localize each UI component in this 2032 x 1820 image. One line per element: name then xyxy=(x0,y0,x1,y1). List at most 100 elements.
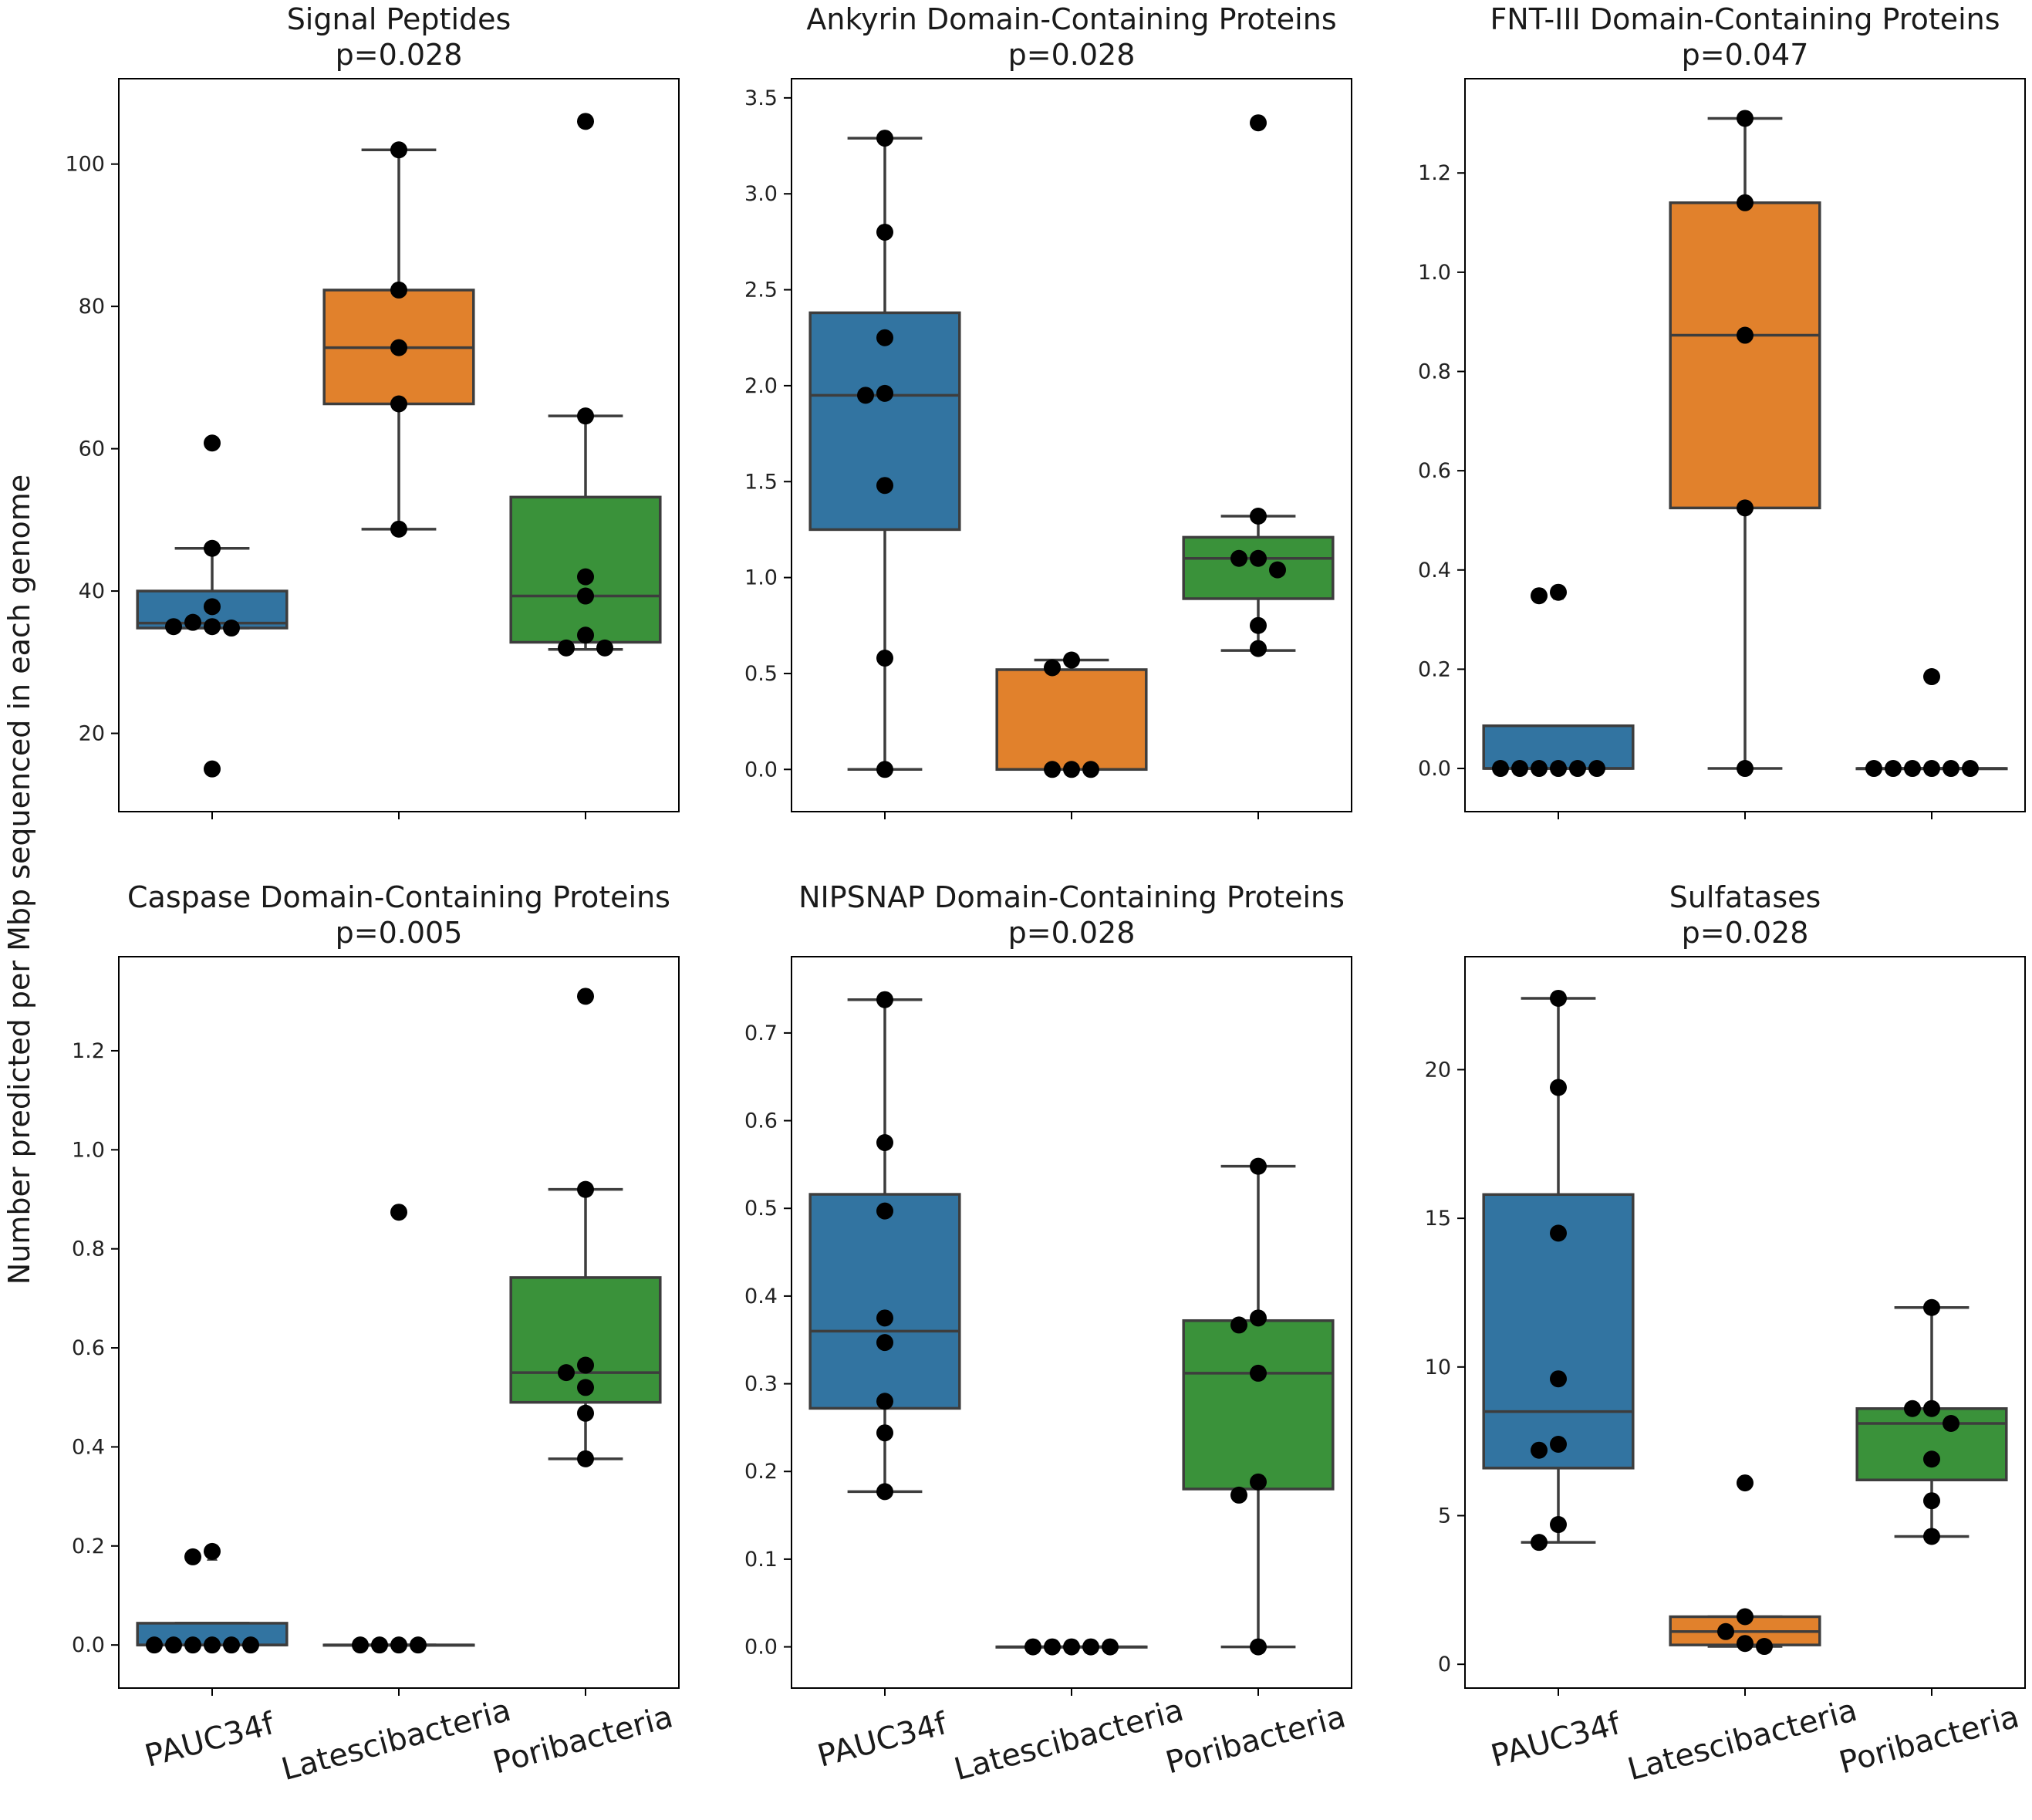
data-point xyxy=(558,1364,575,1382)
chart-title: Caspase Domain-Containing Proteins xyxy=(127,880,670,914)
data-point xyxy=(876,1309,893,1327)
data-point xyxy=(1943,1415,1959,1433)
y-tick-label: 0.3 xyxy=(744,1373,778,1396)
data-point xyxy=(876,1334,893,1352)
chart-caspase: Caspase Domain-Containing Proteinsp=0.00… xyxy=(72,880,680,1788)
box-latescibacteria xyxy=(1669,201,1821,510)
data-point xyxy=(1756,1638,1773,1656)
y-tick-label: 0.1 xyxy=(744,1548,778,1572)
data-point xyxy=(1531,1534,1548,1552)
data-point xyxy=(876,477,893,495)
data-point xyxy=(1250,114,1267,132)
data-point xyxy=(876,761,893,778)
data-point xyxy=(1550,760,1567,778)
chart-pvalue: p=0.028 xyxy=(336,38,463,72)
data-point xyxy=(390,281,407,299)
y-tick-label: 0.0 xyxy=(744,758,778,782)
data-point xyxy=(1588,760,1605,778)
data-point xyxy=(558,639,575,657)
data-point xyxy=(876,1202,893,1220)
x-tick-label-poribacteria: Poribacteria xyxy=(1835,1699,2023,1781)
data-point xyxy=(577,626,594,644)
data-point xyxy=(1550,1370,1567,1388)
x-tick-label-pauc34f: PAUC34f xyxy=(1487,1706,1625,1774)
y-tick-label: 0.6 xyxy=(744,1109,778,1133)
data-point xyxy=(1904,1400,1921,1417)
data-point xyxy=(1044,659,1061,677)
data-point xyxy=(1865,760,1882,778)
y-tick-label: 0.6 xyxy=(72,1336,105,1360)
y-tick-label: 0.0 xyxy=(72,1633,105,1657)
data-point xyxy=(577,407,594,425)
data-point xyxy=(1737,760,1754,778)
y-tick-label: 3.0 xyxy=(744,182,778,206)
y-tick-label: 1.2 xyxy=(1418,161,1451,185)
y-tick-label: 0.4 xyxy=(72,1435,105,1459)
data-point xyxy=(1082,1638,1099,1656)
chart-pvalue: p=0.005 xyxy=(336,916,463,950)
data-point xyxy=(390,141,407,159)
y-tick-label: 0.2 xyxy=(744,1460,778,1484)
data-point xyxy=(1250,616,1267,634)
y-tick-label: 0.7 xyxy=(744,1021,778,1045)
data-point xyxy=(876,1483,893,1501)
data-point xyxy=(1044,1638,1061,1656)
y-tick-label: 0.2 xyxy=(1418,657,1451,681)
data-point xyxy=(577,1404,594,1422)
data-point xyxy=(390,395,407,413)
data-point xyxy=(204,1636,221,1654)
data-point xyxy=(165,618,182,636)
data-point xyxy=(577,1450,594,1467)
y-tick-label: 15 xyxy=(1425,1207,1451,1231)
data-point xyxy=(1737,326,1754,344)
data-point xyxy=(1962,760,1979,778)
data-point xyxy=(876,1133,893,1151)
data-point xyxy=(1885,760,1902,778)
data-point xyxy=(1550,989,1567,1007)
chart-title: NIPSNAP Domain-Containing Proteins xyxy=(798,880,1345,914)
y-tick-label: 1.0 xyxy=(72,1138,105,1162)
data-point xyxy=(596,639,613,657)
data-point xyxy=(1063,761,1080,778)
plot-frame xyxy=(791,78,1352,812)
data-point xyxy=(1550,1079,1567,1096)
data-point xyxy=(1531,760,1548,778)
data-point xyxy=(1737,499,1754,517)
x-tick-label-poribacteria: Poribacteria xyxy=(1162,1699,1349,1781)
chart-panels: Signal Peptidesp=0.02820406080100Ankyrin… xyxy=(65,2,2026,1788)
data-point xyxy=(876,1393,893,1410)
data-point xyxy=(1923,1400,1940,1417)
y-tick-label: 1.0 xyxy=(744,566,778,590)
data-point xyxy=(1230,1316,1247,1334)
y-tick-label: 0.5 xyxy=(744,1197,778,1221)
chart-pvalue: p=0.028 xyxy=(1682,916,1809,950)
data-point xyxy=(876,223,893,241)
data-point xyxy=(390,339,407,356)
chart-title: Ankyrin Domain-Containing Proteins xyxy=(806,2,1336,36)
y-tick-label: 0 xyxy=(1438,1653,1451,1676)
y-tick-label: 1.5 xyxy=(744,470,778,494)
data-point xyxy=(1063,651,1080,669)
box-pauc34f xyxy=(808,1193,961,1410)
data-point xyxy=(577,988,594,1005)
data-point xyxy=(184,1636,201,1654)
box-poribacteria xyxy=(1855,1407,2008,1481)
data-point xyxy=(371,1636,388,1654)
data-point xyxy=(1531,587,1548,605)
data-point xyxy=(1531,1441,1548,1459)
y-tick-label: 100 xyxy=(65,153,105,177)
chart-pvalue: p=0.028 xyxy=(1008,916,1136,950)
y-tick-label: 5 xyxy=(1438,1504,1451,1528)
data-point xyxy=(390,520,407,538)
chart-title: Signal Peptides xyxy=(287,2,511,36)
y-tick-label: 0.4 xyxy=(1418,559,1451,582)
data-point xyxy=(184,1548,201,1565)
y-tick-label: 0.8 xyxy=(72,1238,105,1261)
data-point xyxy=(242,1636,259,1654)
plot-frame xyxy=(118,956,680,1689)
data-point xyxy=(1250,549,1267,567)
data-point xyxy=(577,568,594,586)
y-tick-label: 1.0 xyxy=(1418,261,1451,285)
data-point xyxy=(577,587,594,605)
chart-ankyrin: Ankyrin Domain-Containing Proteinsp=0.02… xyxy=(744,2,1352,819)
